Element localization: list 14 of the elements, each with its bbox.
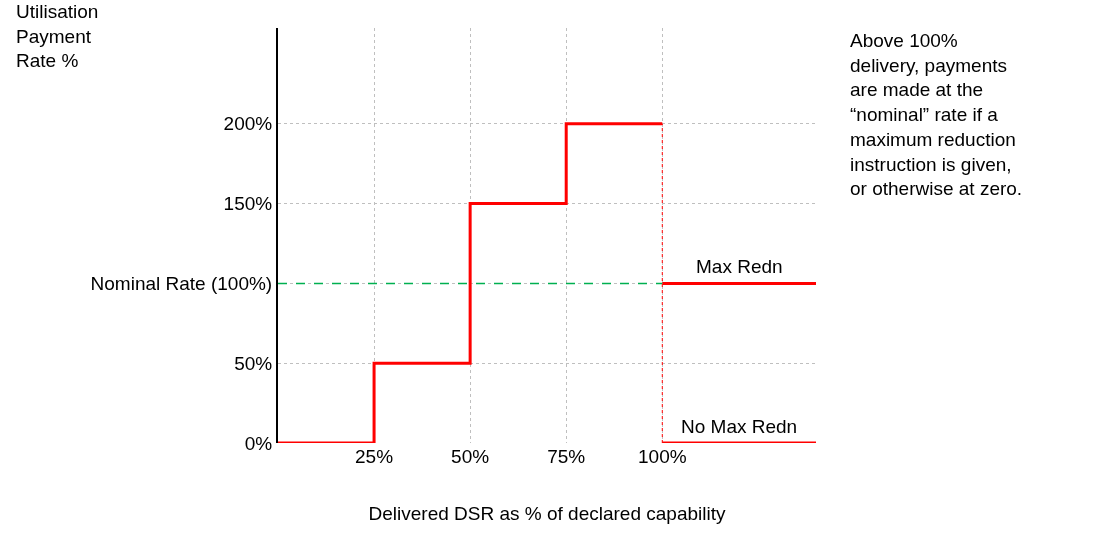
series-label: No Max Redn [681, 416, 798, 437]
text: Above 100% delivery, payments are made at the “nominal” rate if a maximum reduction instruction is given, or otherwise at zero. [850, 30, 1023, 200]
x-tick-label: 50% [451, 446, 490, 467]
y-tick-label: 0% [244, 432, 273, 454]
x-tick-label: 25% [355, 446, 394, 467]
series-label: Max Redn [696, 256, 783, 277]
x-tick-label: 100% [637, 446, 687, 467]
y-axis-title: Utilisation Payment Rate % [16, 1, 99, 72]
y-tick-label: 150% [223, 193, 273, 215]
x-axis-title: Delivered DSR as % of declared capability [368, 502, 726, 524]
x-tick-label: 75% [547, 446, 586, 467]
y-tick-label: 200% [223, 113, 273, 135]
y-tick-label: 50% [234, 352, 273, 374]
y-tick-label: Nominal Rate (100%) [90, 273, 273, 295]
